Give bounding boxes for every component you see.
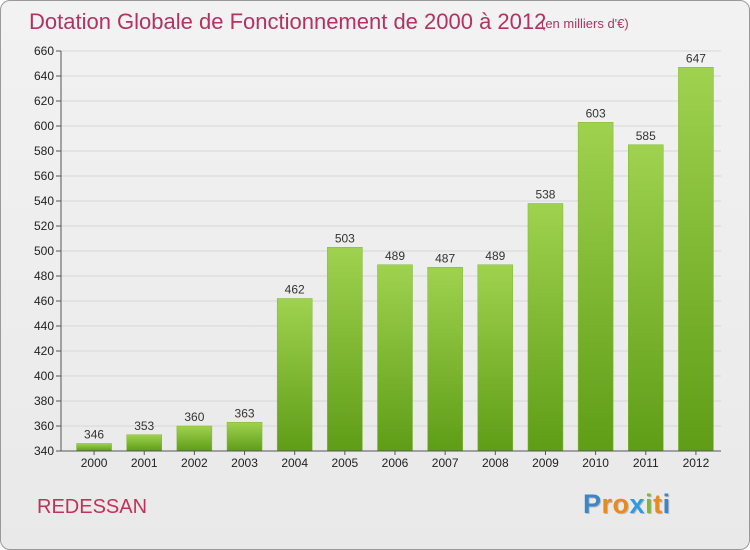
bar-2011 [628,144,664,452]
bar-2001 [126,434,162,452]
chart-title: Dotation Globale de Fonctionnement de 20… [29,9,547,34]
data-label: 346 [84,428,104,442]
data-label: 503 [335,231,355,245]
y-tick-label: 520 [34,219,54,233]
y-tick-label: 500 [34,244,54,258]
x-tick-label: 2011 [633,456,659,470]
data-label: 538 [535,188,555,202]
y-tick-label: 420 [34,344,54,358]
bar-2009 [527,203,564,452]
bar-2003 [226,422,263,452]
bar-2008 [477,264,514,452]
x-tick-label: 2008 [482,456,509,470]
bar-2006 [377,264,413,452]
x-tick-label: 2005 [331,456,358,470]
data-label: 489 [485,249,505,263]
x-tick-label: 2000 [81,456,108,470]
data-label: 462 [285,283,305,297]
x-tick-label: 2003 [231,456,258,470]
y-tick-label: 580 [34,144,54,158]
y-tick-label: 560 [34,169,54,183]
y-tick-label: 400 [34,369,54,383]
bars: 346 353 360 363 462 503 489 487 489 538 603 585 647 [76,51,714,452]
y-tick-label: 380 [34,394,54,408]
data-label: 603 [586,106,606,120]
bar-2000 [76,443,112,452]
bar-2010 [577,122,614,452]
data-label: 360 [184,410,204,424]
y-tick-label: 480 [34,269,54,283]
y-tick-label: 540 [34,194,54,208]
bar-2012 [678,67,714,452]
bar-2002 [176,425,213,452]
data-label: 363 [235,406,255,420]
data-label: 353 [134,419,154,433]
proxiti-logo[interactable]: Proxiti [583,489,671,520]
data-label: 487 [435,251,455,265]
x-tick-label: 2002 [181,456,208,470]
y-tick-label: 360 [34,419,54,433]
logo-letter: r [601,489,613,519]
logo-letter: x [629,489,646,519]
chart-unit: (en milliers d'€) [541,16,629,31]
x-tick-label: 2001 [131,456,158,470]
bar-2005 [327,247,363,452]
logo-letter: i [645,489,654,519]
data-label: 647 [686,51,706,65]
logo-letter: i [662,489,671,519]
x-tick-label: 2012 [683,456,710,470]
logo-letter: t [653,489,663,519]
x-tick-label: 2006 [382,456,409,470]
logo-letter: P [583,489,602,519]
y-tick-label: 620 [34,94,54,108]
x-tick-label: 2007 [432,456,459,470]
data-label: 585 [636,129,656,143]
y-tick-label: 460 [34,294,54,308]
x-tick-label: 2009 [532,456,559,470]
logo-letter: o [612,489,630,519]
axes: 340 360 380 400 420 440 460 480 500 520 540 560 580 6… [34,44,721,470]
x-tick-label: 2004 [281,456,308,470]
y-tick-label: 600 [34,119,54,133]
y-tick-label: 440 [34,319,54,333]
y-tick-label: 340 [34,444,54,458]
y-tick-label: 660 [34,44,54,58]
bar-2004 [276,298,313,452]
commune-name: REDESSAN [37,496,148,518]
x-tick-label: 2010 [582,456,609,470]
bar-2007 [427,267,463,452]
data-label: 489 [385,249,405,263]
y-tick-label: 640 [34,69,54,83]
